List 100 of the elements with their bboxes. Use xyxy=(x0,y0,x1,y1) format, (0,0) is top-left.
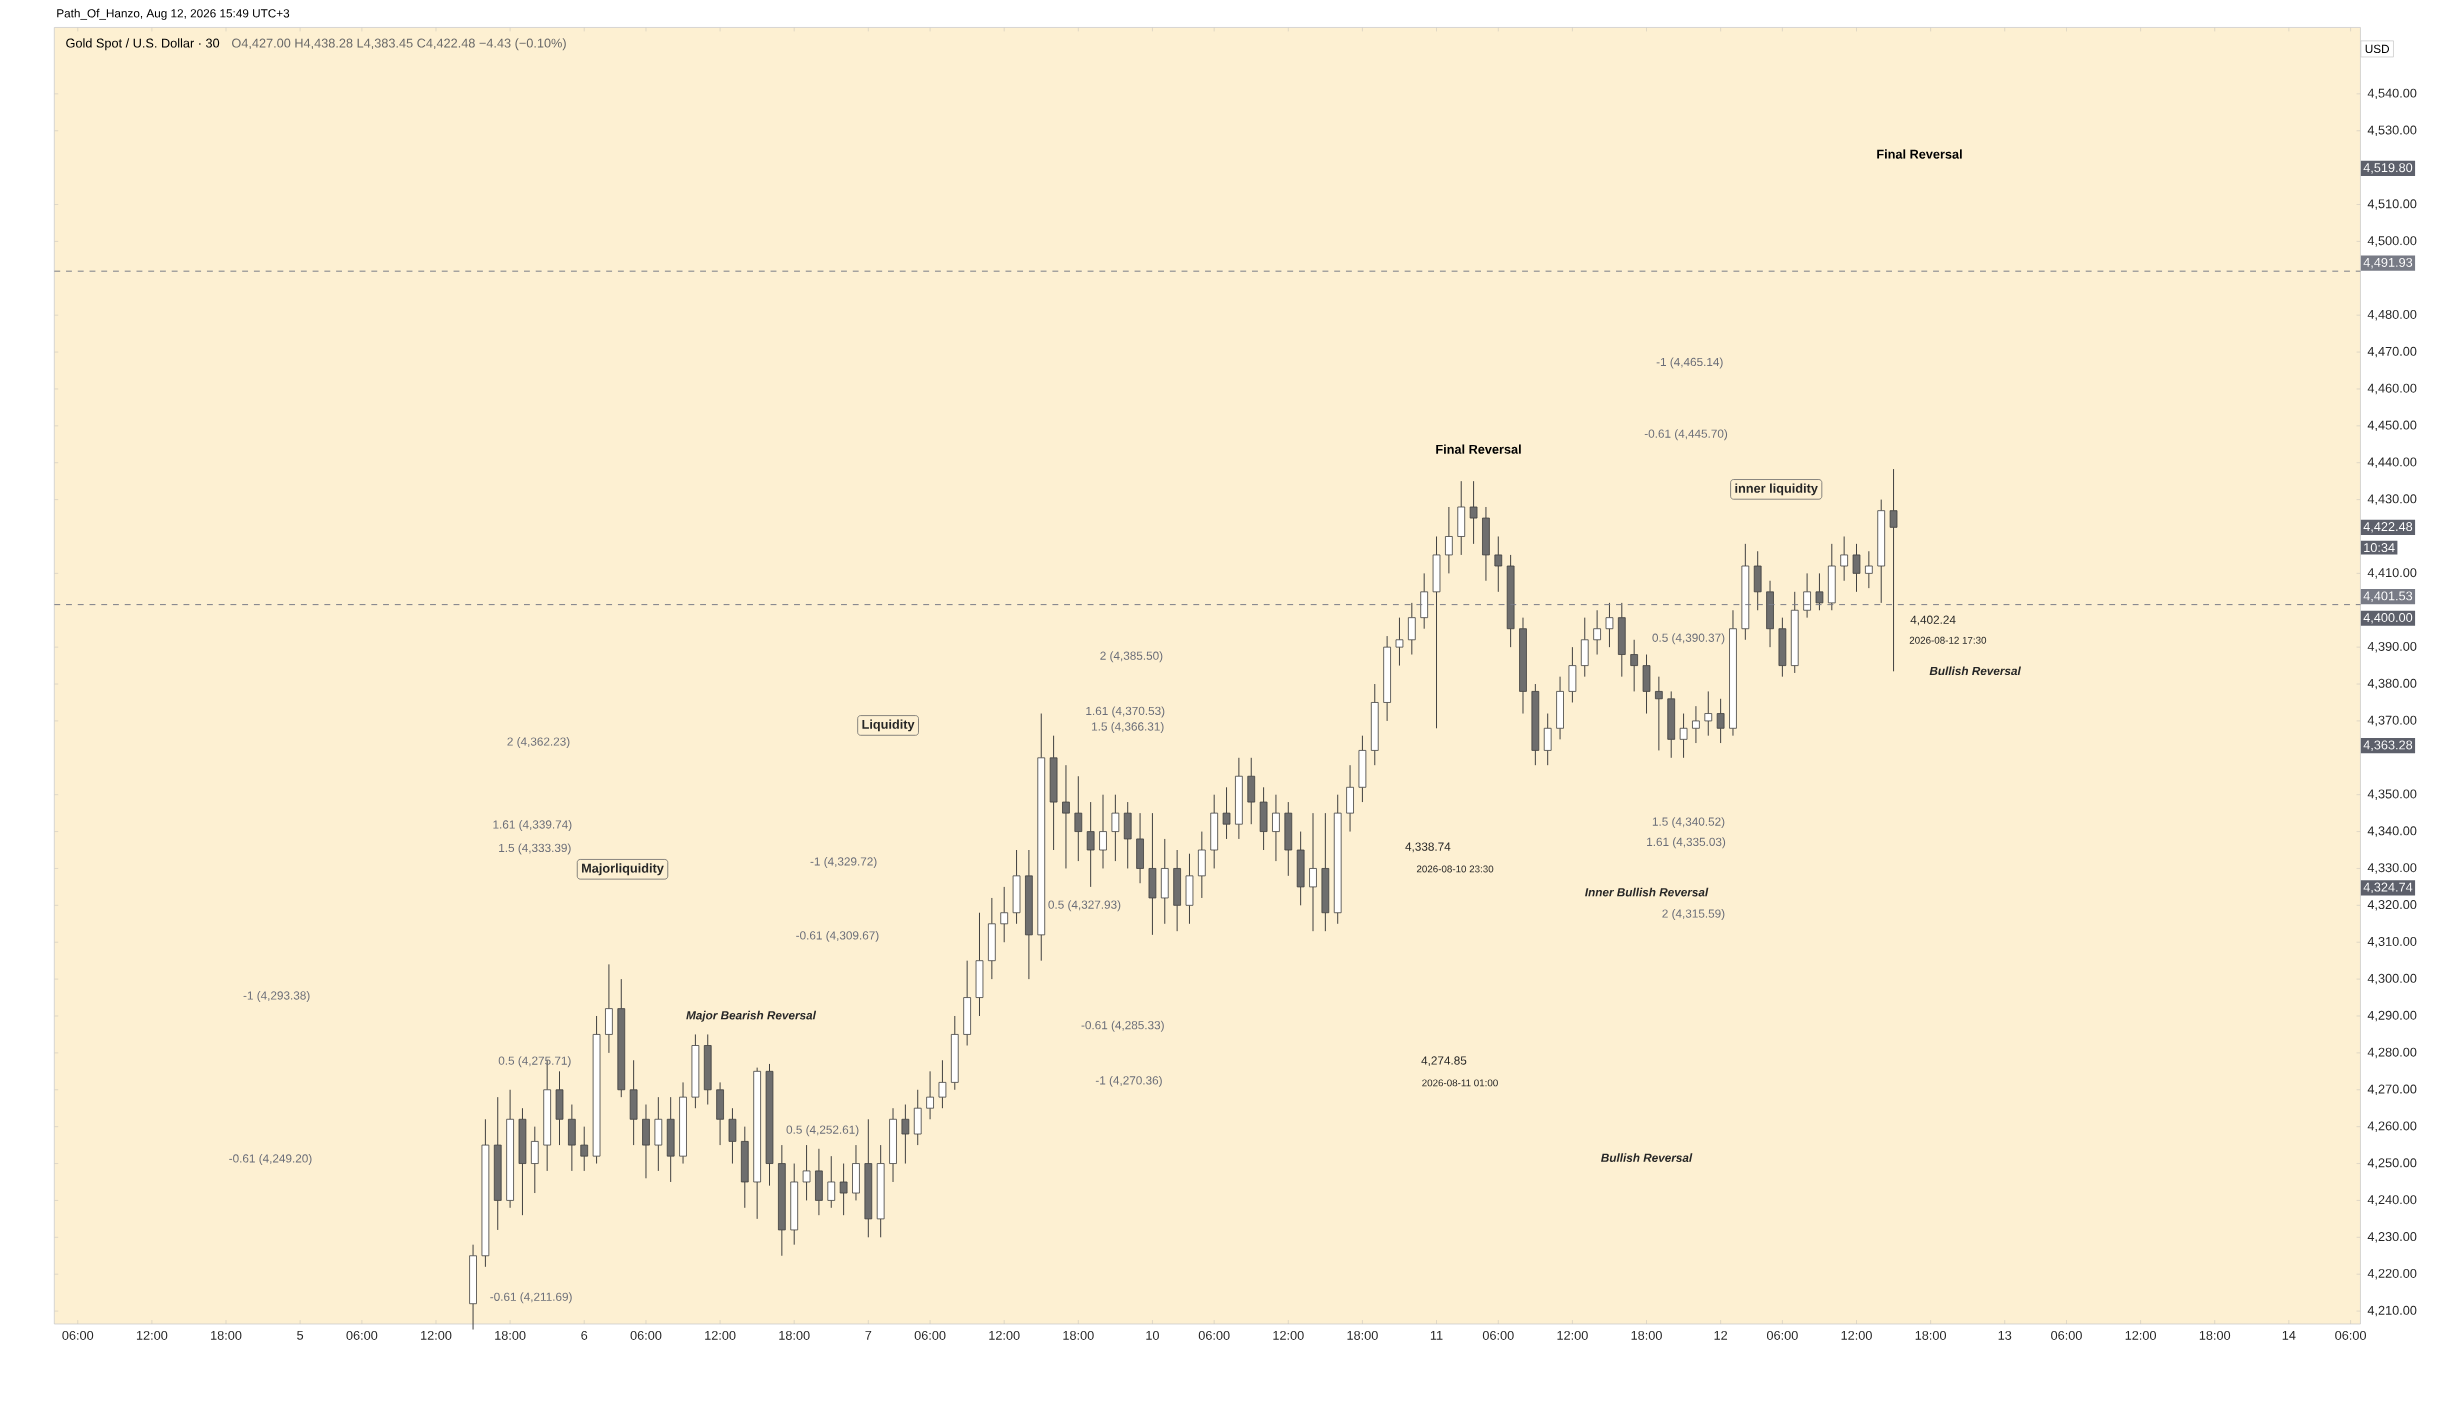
y-tick-label: 4,530.00 xyxy=(2367,125,2417,136)
y-tick-label: 4,470.00 xyxy=(2367,346,2417,358)
annotation: 4,402.24 xyxy=(1910,615,1956,626)
x-tick-label: 06:00 xyxy=(914,1330,946,1340)
y-tick-label: 4,540.00 xyxy=(2367,88,2417,99)
annotation: -1 (4,465.14) xyxy=(1656,357,1723,369)
candlestick xyxy=(1062,764,1070,869)
candlestick xyxy=(1593,609,1601,655)
x-tick-label: 12:00 xyxy=(1557,1330,1588,1340)
text: 4,400.00 xyxy=(2363,612,2413,624)
y-tick-label: 4,220.00 xyxy=(2367,1268,2417,1280)
text: Path_Of_Hanzo, Aug 12, 2026 15:49 UTC+3 xyxy=(57,8,290,20)
candlestick xyxy=(1197,830,1206,899)
candlestick xyxy=(580,1125,589,1172)
candlestick xyxy=(1482,506,1490,582)
candlestick xyxy=(481,1118,490,1268)
x-tick-label: 18:00 xyxy=(1915,1330,1947,1340)
annotation: inner liquidity xyxy=(1735,483,1818,496)
annotation: 0.5 (4,275.71) xyxy=(498,1055,571,1067)
annotation: 4,274.85 xyxy=(1421,1056,1467,1066)
candlestick xyxy=(506,1089,514,1209)
candlestick xyxy=(728,1107,737,1164)
candlestick xyxy=(1395,616,1404,666)
x-tick-label: 18:00 xyxy=(495,1330,526,1340)
y-tick-label: 4,500.00 xyxy=(2367,235,2417,247)
candlestick xyxy=(1667,690,1676,759)
candlestick xyxy=(1432,535,1441,729)
annotation: Bullish Reversal xyxy=(1929,666,2021,675)
candlestick xyxy=(1519,616,1527,714)
candlestick xyxy=(740,1125,749,1209)
annotation: 4,338.74 xyxy=(1405,842,1451,852)
candlestick xyxy=(1655,675,1663,751)
candlestick xyxy=(1086,801,1095,888)
annotation: Majorliquidity xyxy=(582,863,664,876)
annotation: -1 (4,293.38) xyxy=(243,990,310,1002)
candlestick xyxy=(1136,812,1144,884)
candlestick xyxy=(1383,635,1391,722)
candlestick xyxy=(555,1070,564,1146)
candlestick xyxy=(1469,480,1478,545)
x-tick-label: 13 xyxy=(1998,1330,2012,1340)
candlestick xyxy=(1778,616,1787,677)
candlestick xyxy=(1877,498,1886,604)
y-tick-label: 4,430.00 xyxy=(2367,494,2417,505)
candlestick xyxy=(1803,572,1811,618)
candlestick xyxy=(666,1096,675,1183)
annotation: 2 (4,315.59) xyxy=(1662,908,1725,920)
x-tick-label: 06:00 xyxy=(1482,1330,1514,1340)
annotation: 0.5 (4,252.61) xyxy=(786,1124,859,1136)
annotation: 1.61 (4,370.53) xyxy=(1086,706,1165,718)
candlestick xyxy=(1790,591,1799,674)
candlestick xyxy=(703,1033,712,1105)
candlestick xyxy=(1840,535,1848,582)
candlestick xyxy=(1235,757,1243,840)
y-tick-label: 4,280.00 xyxy=(2367,1047,2417,1058)
annotation: Bullish Reversal xyxy=(1601,1153,1693,1162)
candlestick xyxy=(876,1144,885,1238)
candlestick xyxy=(1333,794,1342,925)
candlestick xyxy=(1741,543,1750,641)
text: 4,422.48 xyxy=(2363,521,2413,533)
candlestick xyxy=(1358,734,1367,803)
candlestick xyxy=(1099,794,1107,869)
candlestick xyxy=(938,1059,947,1109)
y-tick-label: 4,250.00 xyxy=(2367,1158,2417,1169)
annotation: Major Bearish Reversal xyxy=(686,1010,817,1022)
candlestick xyxy=(839,1162,848,1216)
candlestick xyxy=(1457,480,1466,556)
candlestick xyxy=(1321,812,1330,932)
x-tick-label: 06:00 xyxy=(62,1330,94,1340)
annotation: Final Reversal xyxy=(1877,149,1962,159)
x-tick-label: 12:00 xyxy=(1273,1330,1304,1340)
annotation: -0.61 (4,249.20) xyxy=(229,1153,312,1165)
y-axis-title: USD xyxy=(2365,44,2390,53)
annotation: Final Reversal xyxy=(1436,444,1521,454)
annotation: 2026-08-10 23:30 xyxy=(1416,865,1494,873)
candlestick xyxy=(1531,683,1540,766)
candlestick xyxy=(778,1144,786,1257)
annotation: 0.5 (4,327.93) xyxy=(1048,899,1121,911)
candlestick xyxy=(1259,786,1268,851)
x-tick-label: 06:00 xyxy=(2051,1330,2082,1340)
x-tick-label: 7 xyxy=(865,1330,872,1340)
candlestick xyxy=(642,1103,650,1179)
y-tick-label: 4,330.00 xyxy=(2367,863,2417,874)
x-tick-label: 18:00 xyxy=(1063,1330,1094,1340)
annotation: 1.5 (4,340.52) xyxy=(1652,816,1725,828)
candlestick xyxy=(530,1125,539,1194)
candlestick xyxy=(1210,794,1219,869)
y-tick-label: 4,440.00 xyxy=(2367,457,2417,468)
text: 4,519.80 xyxy=(2363,162,2413,174)
annotation: 2 (4,362.23) xyxy=(507,736,570,748)
x-tick-label: 06:00 xyxy=(1766,1330,1798,1340)
y-tick-label: 4,450.00 xyxy=(2367,420,2417,431)
annotation: -0.61 (4,211.69) xyxy=(490,1292,572,1304)
candlestick xyxy=(592,1015,601,1164)
candlestick xyxy=(1309,812,1317,932)
candlestick xyxy=(1074,775,1083,862)
candlestick xyxy=(926,1070,934,1120)
y-tick-label: 4,390.00 xyxy=(2367,641,2417,653)
candlestick xyxy=(1407,602,1416,655)
candlestick xyxy=(1506,554,1515,648)
candlestick xyxy=(802,1144,811,1201)
